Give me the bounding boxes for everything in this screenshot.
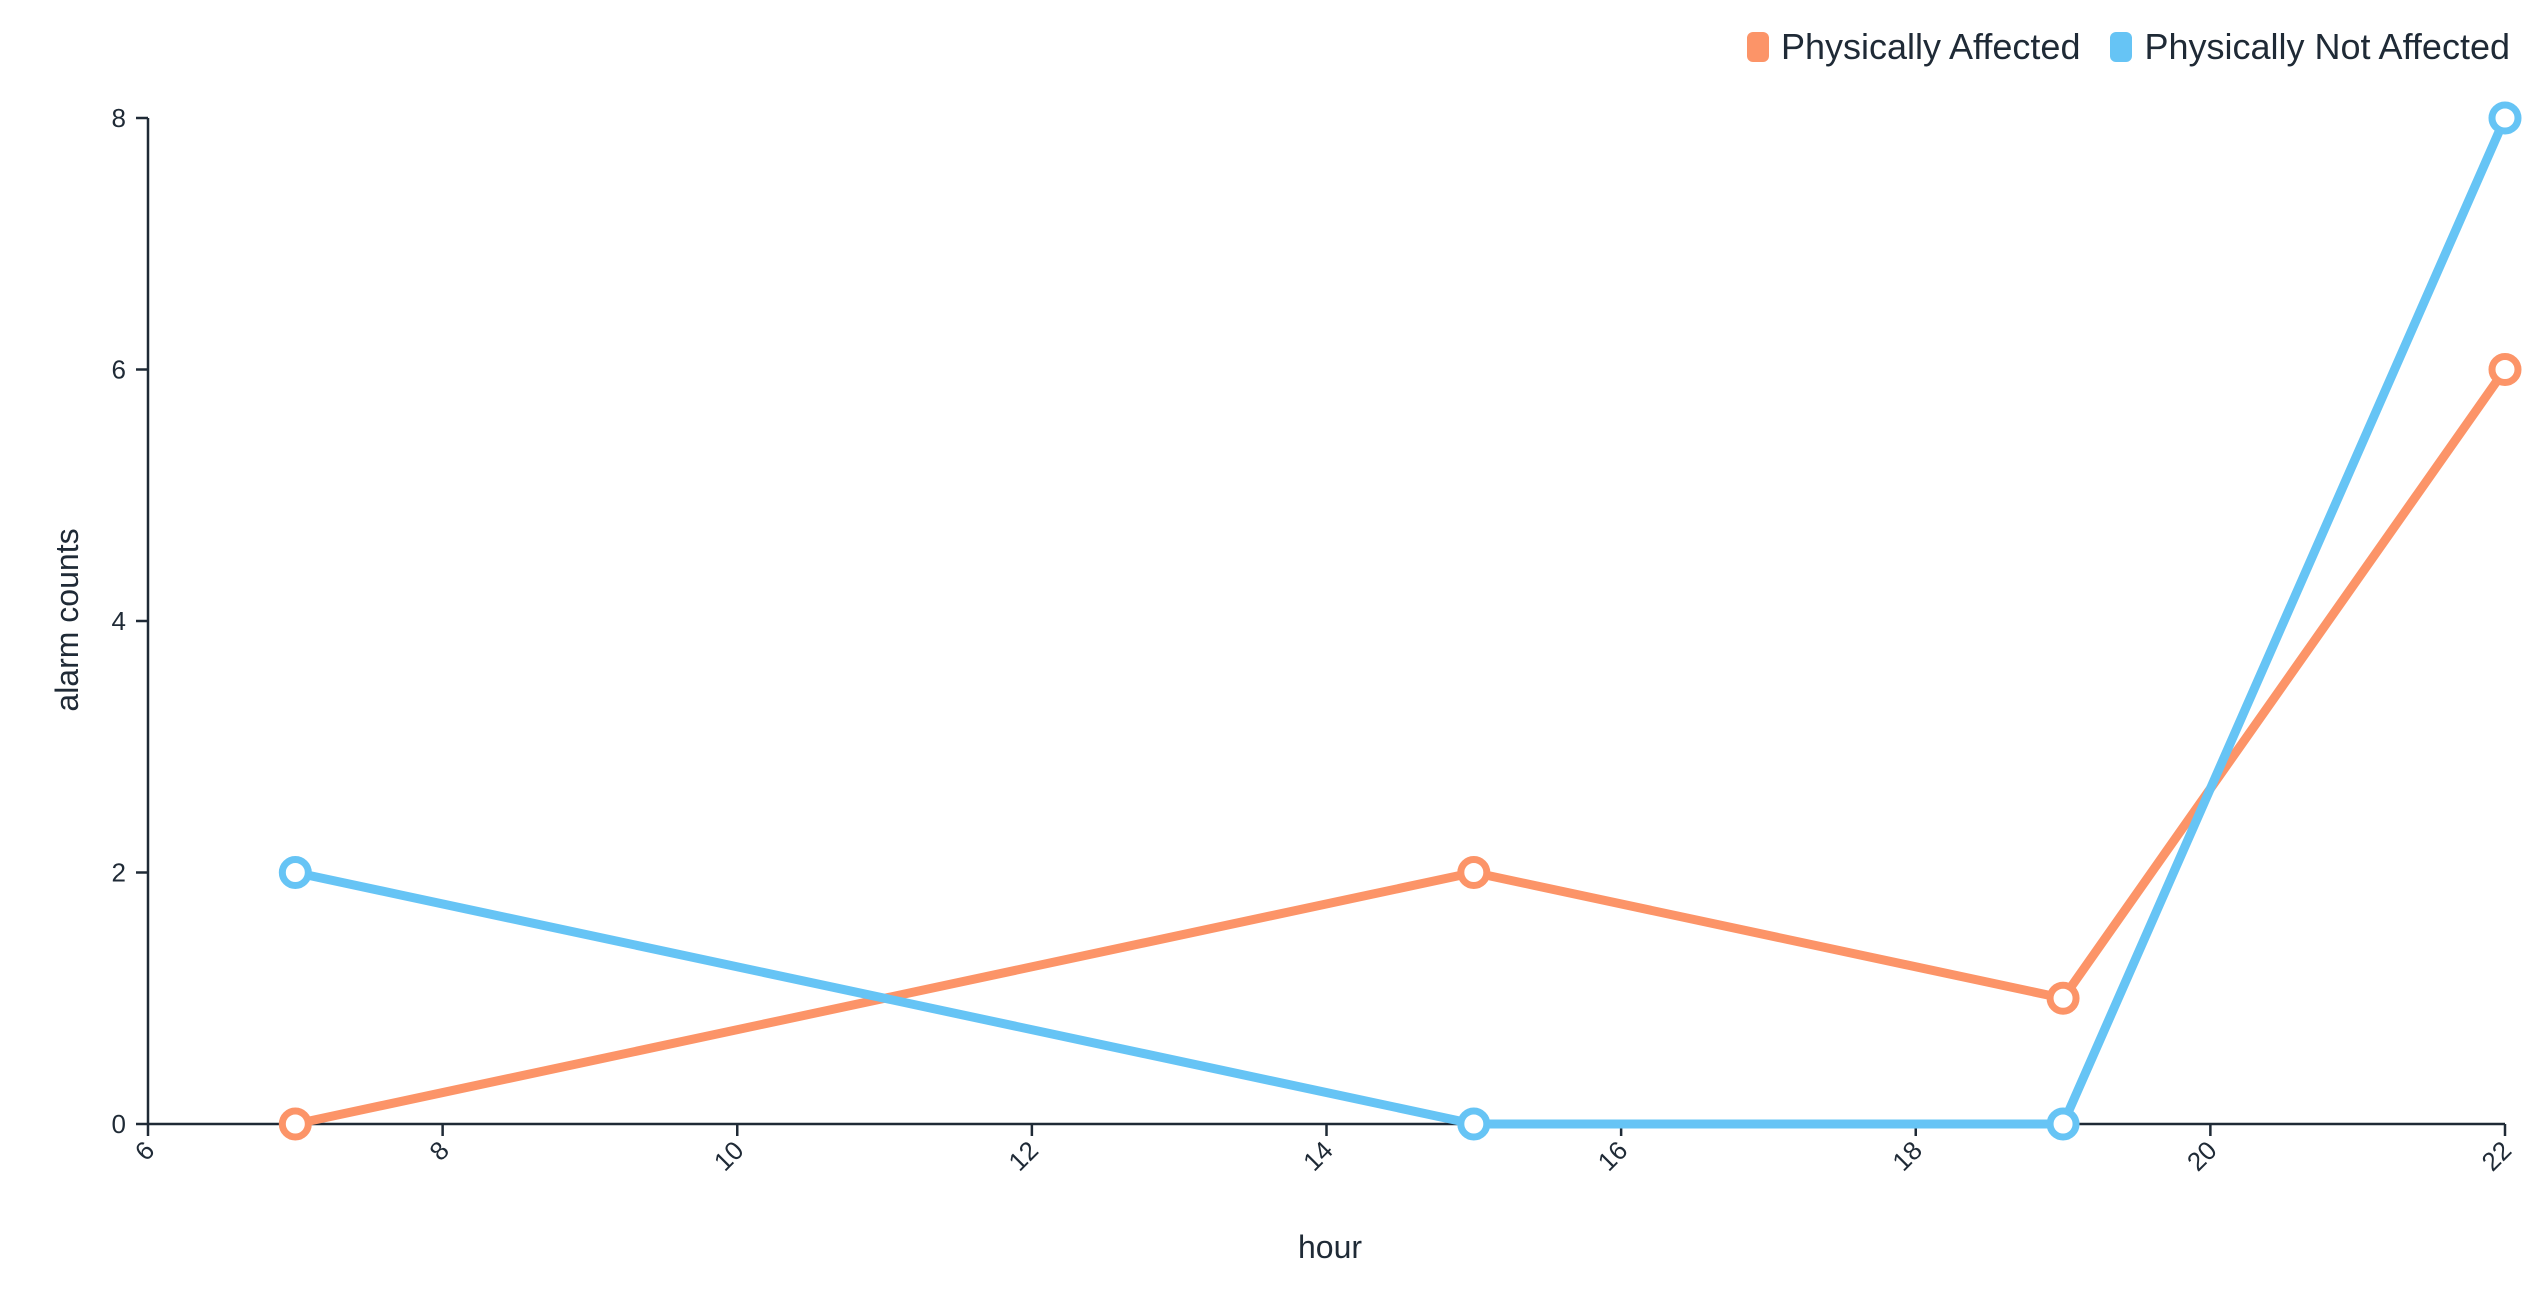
data-point-physically-not-affected[interactable] (278, 856, 312, 889)
y-tick-label: 8 (112, 103, 126, 133)
x-tick-label: 10 (708, 1135, 750, 1177)
y-tick-label: 0 (112, 1109, 126, 1139)
x-tick-label: 8 (423, 1135, 454, 1166)
x-tick-label: 16 (1592, 1135, 1634, 1177)
series-physically-not-affected (278, 101, 2522, 1141)
data-point-physically-affected[interactable] (2046, 981, 2080, 1015)
legend: Physically Affected Physically Not Affec… (1746, 26, 2510, 68)
data-point-physically-not-affected[interactable] (2046, 1107, 2080, 1141)
x-tick-label: 22 (2476, 1135, 2518, 1177)
data-point-physically-not-affected[interactable] (2488, 101, 2522, 135)
series-line-physically-affected (290, 365, 2510, 1129)
y-tick-label: 2 (112, 858, 126, 888)
legend-item-physically-affected[interactable]: Physically Affected (1746, 26, 2081, 68)
y-axis-title: alarm counts (49, 528, 85, 711)
x-tick-label: 14 (1297, 1135, 1339, 1177)
data-point-physically-affected[interactable] (1457, 856, 1491, 889)
x-tick-label: 18 (1886, 1135, 1928, 1177)
legend-swatch-physically-not-affected (2110, 32, 2133, 62)
legend-label-physically-not-affected: Physically Not Affected (2144, 26, 2510, 67)
legend-item-physically-not-affected[interactable]: Physically Not Affected (2110, 26, 2510, 68)
legend-swatch-physically-affected (1746, 32, 1769, 62)
y-tick-label: 6 (112, 355, 126, 385)
x-tick-label: 20 (2181, 1135, 2223, 1177)
x-axis-title: hour (1298, 1229, 1362, 1265)
series-line-physically-not-affected (290, 113, 2510, 1129)
data-point-physically-not-affected[interactable] (1457, 1107, 1491, 1141)
x-tick-label: 12 (1002, 1135, 1044, 1177)
series-physically-affected (278, 353, 2522, 1141)
axes: 0 2 4 6 8 6 8 10 12 14 16 18 20 22 (112, 103, 2518, 1177)
data-point-physically-affected[interactable] (278, 1107, 312, 1141)
series-group (278, 101, 2522, 1141)
legend-label-physically-affected: Physically Affected (1780, 26, 2081, 67)
x-tick-label: 6 (129, 1135, 160, 1166)
data-point-physically-affected[interactable] (2488, 353, 2522, 386)
y-tick-label: 4 (112, 606, 126, 636)
